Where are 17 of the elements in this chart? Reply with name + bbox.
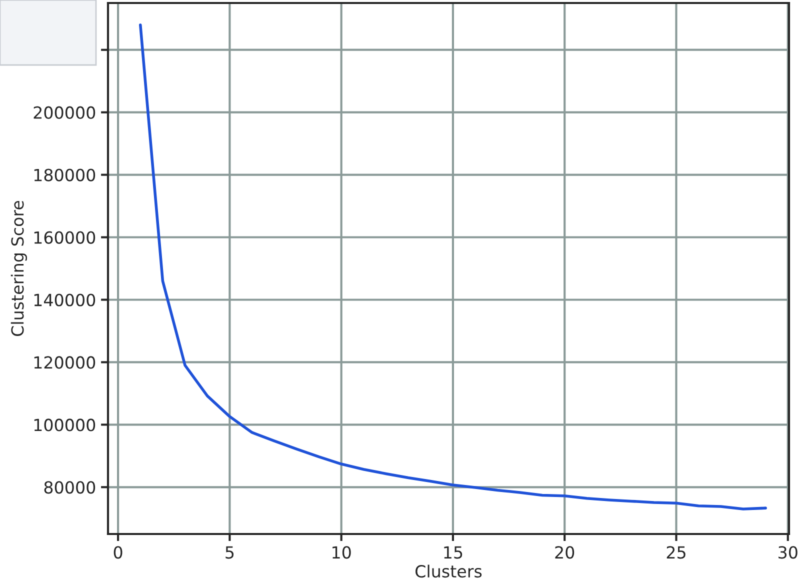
x-tick-label: 5: [226, 546, 234, 559]
x-tick-label: 15: [444, 546, 462, 559]
line-series: [138, 23, 767, 510]
y-tick-label: 200000: [34, 106, 96, 119]
x-tick-label: 10: [332, 546, 351, 559]
x-tick-label: 30: [778, 546, 798, 559]
y-tick-label: 160000: [34, 231, 96, 244]
y-tick-label: 100000: [34, 418, 96, 432]
y-tick-label: 140000: [34, 294, 96, 306]
y-tick-label: 120000: [34, 356, 96, 369]
y-tick-label: 80000: [44, 481, 96, 494]
y-axis-title: Clustering Score: [10, 200, 28, 336]
x-tick-label: 20: [555, 546, 574, 559]
x-tick-label: 25: [666, 546, 686, 559]
x-tick-label: 0: [114, 546, 122, 559]
x-axis-title: Clusters: [416, 564, 482, 578]
y-tick-label: 180000: [34, 168, 96, 182]
